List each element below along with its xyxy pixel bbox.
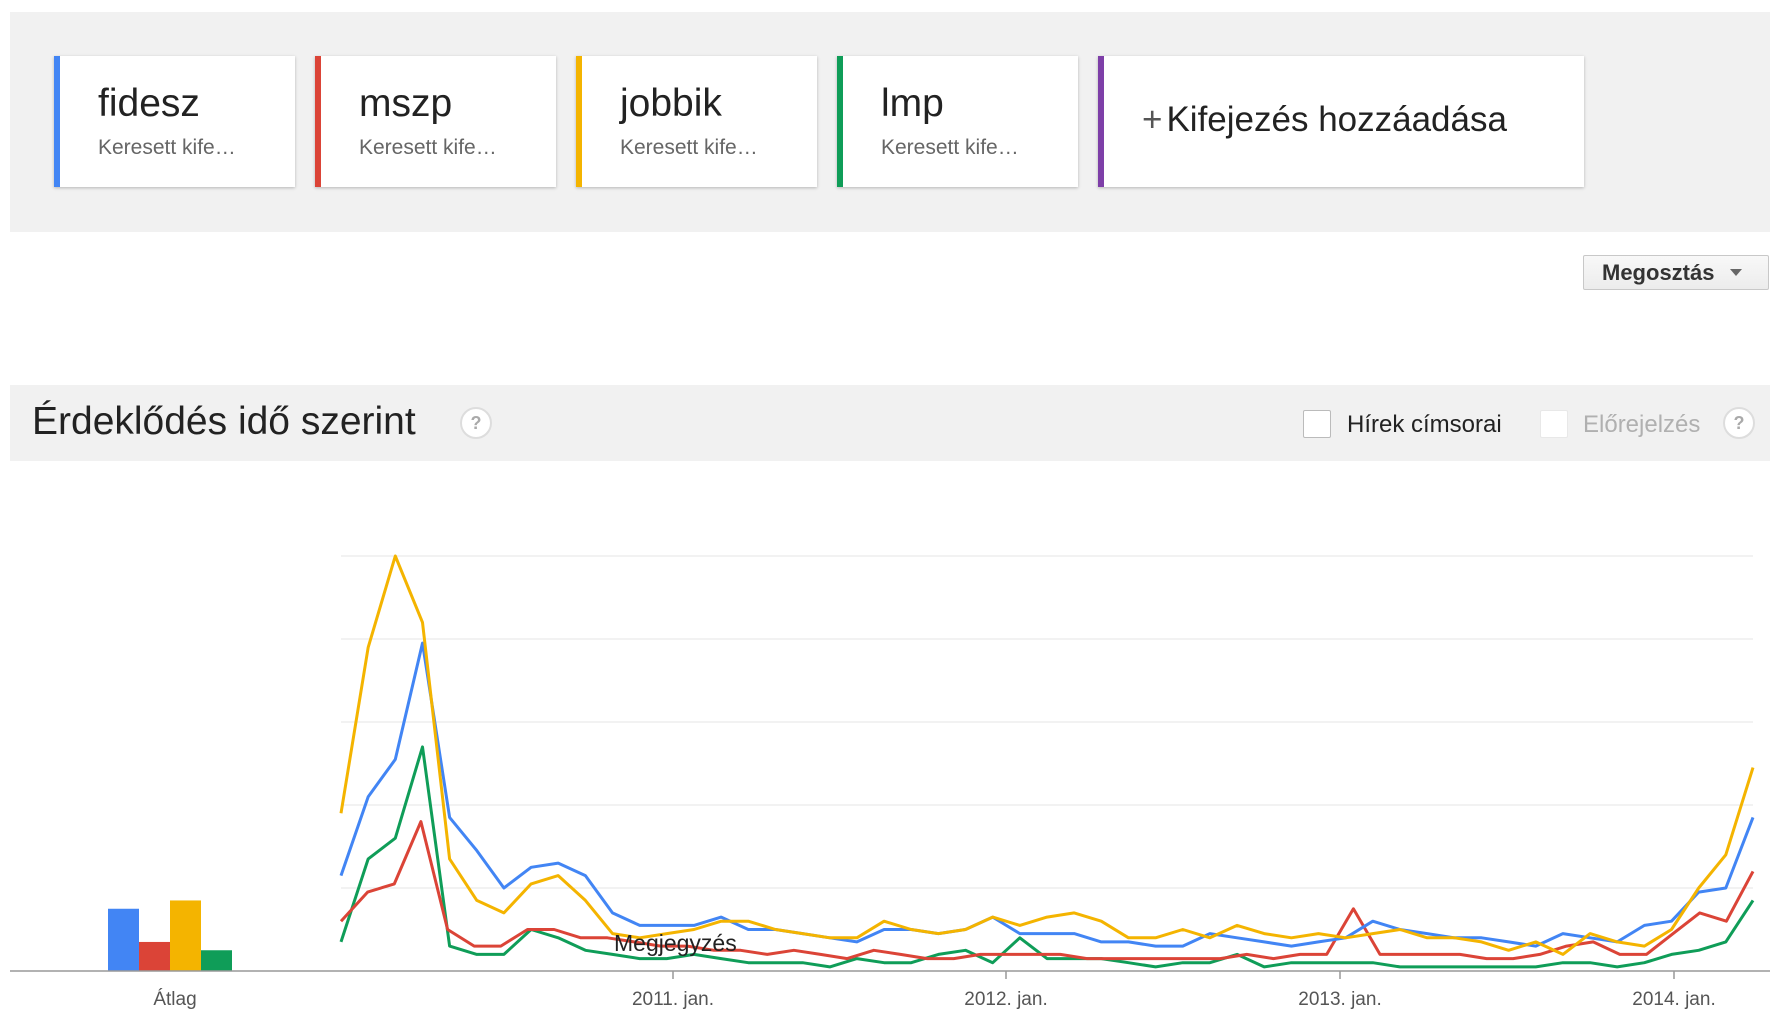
- x-axis-ticks: 2011. jan. 2012. jan. 2013. jan. 2014. jan.: [632, 971, 1716, 1010]
- plus-icon: +: [1142, 100, 1163, 139]
- term-card-fidesz[interactable]: fidesz Keresett kife…: [54, 56, 295, 187]
- x-tick-label: 2012. jan.: [964, 989, 1047, 1010]
- term-card-lmp[interactable]: lmp Keresett kife…: [837, 56, 1078, 187]
- help-icon[interactable]: ?: [1723, 407, 1755, 439]
- term-subtitle: Keresett kife…: [620, 136, 758, 159]
- series-line-fidesz: [339, 641, 1755, 948]
- chart-gridlines: [341, 555, 1753, 889]
- chart-annotation: Megjegyzés: [614, 930, 737, 956]
- add-term-label-wrap: + Kifejezés hozzáadása: [1142, 100, 1507, 140]
- x-tick-label: 2011. jan.: [632, 989, 714, 1010]
- chevron-down-icon: [1730, 269, 1743, 276]
- average-bar-mszp: [139, 941, 170, 971]
- forecast-checkbox: [1540, 410, 1568, 438]
- term-card-jobbik[interactable]: jobbik Keresett kife…: [576, 56, 817, 187]
- share-button-label: Megosztás: [1602, 259, 1715, 285]
- add-term-button[interactable]: + Kifejezés hozzáadása: [1098, 56, 1584, 187]
- x-tick-label: 2014. jan.: [1632, 989, 1715, 1010]
- term-color-stripe: [837, 56, 843, 187]
- term-subtitle: Keresett kife…: [98, 136, 236, 159]
- terms-panel: fidesz Keresett kife… mszp Keresett kife…: [10, 12, 1770, 232]
- term-name: jobbik: [620, 82, 722, 125]
- news-headlines-checkbox[interactable]: [1303, 410, 1331, 438]
- term-name: mszp: [359, 82, 453, 125]
- term-color-stripe: [576, 56, 582, 187]
- series-line-lmp: [339, 745, 1755, 969]
- average-label: Átlag: [153, 989, 196, 1010]
- series-line-mszp: [339, 820, 1755, 961]
- average-bar-jobbik: [170, 900, 201, 971]
- section-header: Érdeklődés idő szerint ? Hírek címsorai …: [10, 385, 1770, 461]
- add-term-color-stripe: [1098, 56, 1104, 187]
- chart-lines: [339, 554, 1755, 969]
- x-tick-label: 2013. jan.: [1298, 989, 1381, 1010]
- term-subtitle: Keresett kife…: [881, 136, 1019, 159]
- term-color-stripe: [315, 56, 321, 187]
- average-bars: [108, 900, 232, 971]
- interest-over-time-chart: 2011. jan. 2012. jan. 2013. jan. 2014. jan.…: [10, 554, 1770, 1010]
- forecast-label: Előrejelzés: [1583, 411, 1701, 438]
- help-icon[interactable]: ?: [460, 407, 492, 439]
- series-line-jobbik: [339, 554, 1755, 956]
- term-subtitle: Keresett kife…: [359, 136, 497, 159]
- term-name: lmp: [881, 82, 944, 125]
- term-color-stripe: [54, 56, 60, 187]
- add-term-label: Kifejezés hozzáadása: [1166, 100, 1507, 139]
- term-name: fidesz: [98, 82, 200, 125]
- term-card-mszp[interactable]: mszp Keresett kife…: [315, 56, 556, 187]
- section-title: Érdeklődés idő szerint: [32, 400, 416, 443]
- average-bar-lmp: [201, 950, 232, 971]
- share-button[interactable]: Megosztás: [1583, 255, 1769, 290]
- news-headlines-label: Hírek címsorai: [1347, 411, 1502, 438]
- average-bar-fidesz: [108, 908, 139, 971]
